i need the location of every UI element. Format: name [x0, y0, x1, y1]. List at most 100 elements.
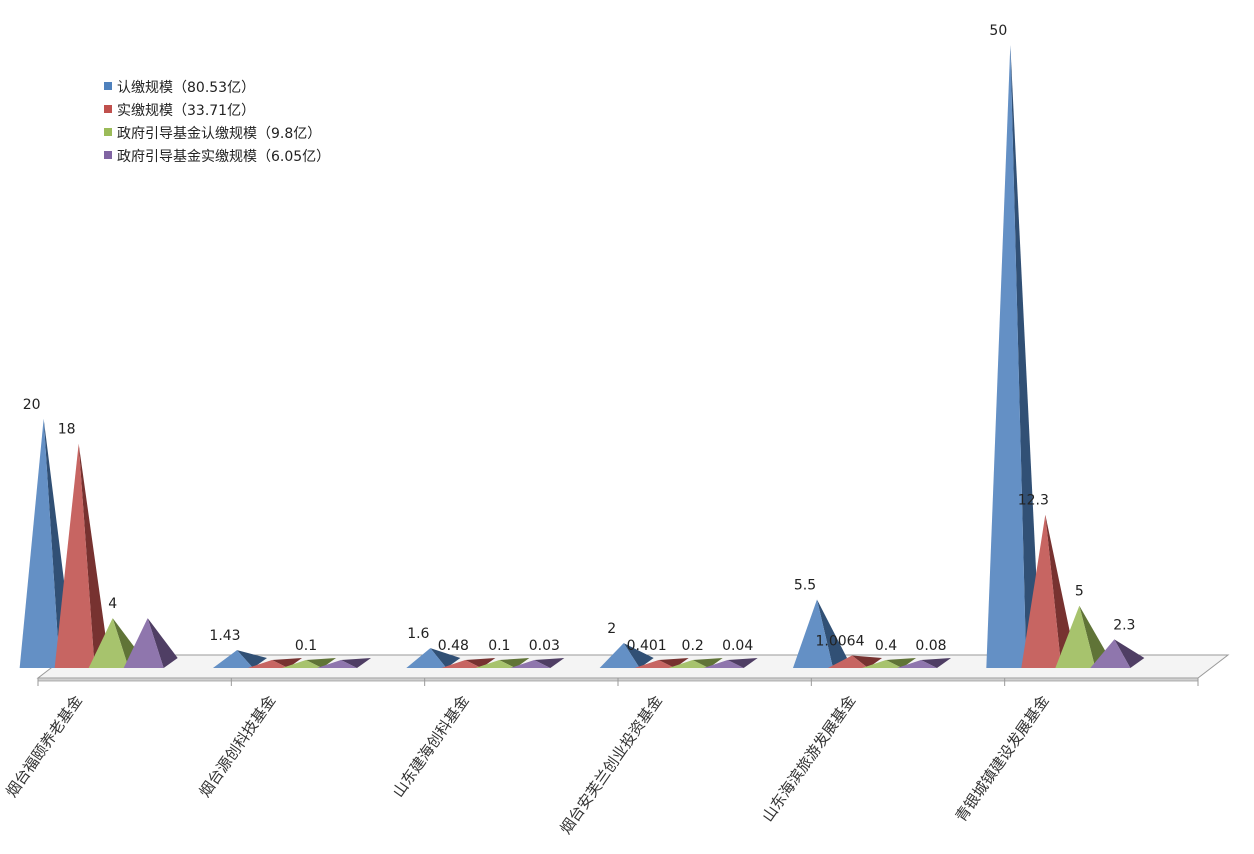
bar — [1021, 514, 1076, 668]
bar-front-face — [248, 660, 288, 668]
category-label: 山东海滨旅游发展基金 — [758, 692, 859, 825]
bar-side-face — [499, 658, 530, 668]
bar-side-face — [658, 658, 689, 668]
data-label: 0.1 — [295, 638, 317, 654]
bar-front-face — [897, 660, 937, 668]
bar-front-face — [19, 418, 60, 668]
bar-highlight — [793, 599, 833, 668]
bar — [317, 658, 371, 668]
bar-front-face — [441, 660, 482, 668]
data-label: 0.4 — [875, 638, 897, 654]
bar-highlight — [634, 660, 675, 668]
bar-highlight — [1055, 605, 1096, 668]
bar-side-face — [1079, 605, 1110, 668]
data-label: 5 — [1075, 584, 1084, 600]
data-label: 12.3 — [1018, 493, 1049, 509]
bar-front-face — [54, 443, 95, 668]
data-label: 18 — [58, 422, 76, 438]
bar — [793, 599, 847, 668]
data-label: 1.43 — [209, 628, 240, 644]
bar-front-face — [599, 643, 640, 668]
legend-entry: 认缴规模（80.53亿） — [117, 80, 255, 96]
bar-front-face — [510, 660, 551, 668]
bar-front-face — [406, 648, 447, 668]
legend-entry: 实缴规模（33.71亿） — [117, 103, 255, 119]
bar-side-face — [921, 658, 951, 668]
bar-highlight — [986, 45, 1027, 668]
bar-front-face — [703, 660, 744, 668]
bar — [406, 648, 461, 668]
bar — [213, 650, 267, 668]
bar-front-face — [793, 599, 833, 668]
data-labels: 20 18 4 1.43 0.1 1.6 0.48 0.1 0.03 2 0.401 0.2 0.04 5… — [23, 23, 1136, 654]
bar — [1090, 639, 1145, 668]
data-label: 2 — [607, 621, 616, 637]
bar-side-face — [1010, 45, 1041, 668]
bar-side-face — [692, 658, 723, 668]
data-label: 0.2 — [682, 638, 704, 654]
legend-swatch — [104, 128, 112, 136]
legend-swatch — [104, 105, 112, 113]
bar — [634, 658, 689, 668]
bar-front-face — [88, 618, 129, 668]
bar — [1055, 605, 1110, 668]
bar-side-face — [341, 658, 371, 668]
legend-entry: 政府引导基金认缴规模（9.8亿） — [117, 125, 321, 142]
bar — [248, 658, 302, 668]
legend-swatch — [104, 151, 112, 159]
bar — [510, 658, 565, 668]
bar-front-face — [1021, 514, 1062, 668]
bar-front-face — [475, 660, 516, 668]
bar — [54, 443, 109, 668]
category-label: 青银城镇建设发展基金 — [952, 692, 1053, 825]
bar — [475, 658, 530, 668]
bar — [668, 658, 723, 668]
bar-front-face — [862, 660, 902, 668]
bar-highlight — [441, 660, 482, 668]
bar-side-face — [1045, 514, 1076, 668]
data-label: 0.04 — [722, 638, 753, 654]
legend: 认缴规模（80.53亿） 实缴规模（33.71亿） 政府引导基金认缴规模（9.8亿）… — [104, 80, 330, 165]
legend-swatch — [104, 82, 112, 90]
bar-highlight — [317, 660, 357, 668]
data-label: 1.6 — [407, 626, 429, 642]
bar-highlight — [1090, 639, 1131, 668]
bar-side-face — [306, 658, 336, 668]
x-axis-ticks — [37, 678, 1199, 686]
legend-entry: 政府引导基金实缴规模（6.05亿） — [117, 148, 330, 165]
bar-side-face — [886, 658, 916, 668]
bar — [599, 643, 654, 668]
bar-highlight — [510, 660, 551, 668]
data-label: 20 — [23, 397, 41, 413]
bar-side-face — [817, 599, 847, 668]
bar-side-face — [1114, 639, 1145, 668]
bar-highlight — [88, 618, 129, 668]
category-label: 烟台源创科技基金 — [196, 692, 280, 801]
bar-highlight — [19, 418, 60, 668]
bar-highlight — [828, 655, 868, 668]
category-label: 烟台安芙兰创业投资基金 — [557, 692, 666, 837]
bar-front-face — [634, 660, 675, 668]
bar-highlight — [897, 660, 937, 668]
bar — [897, 658, 951, 668]
bar-highlight — [668, 660, 709, 668]
chart-marks — [19, 45, 1145, 668]
bar-front-face — [828, 655, 868, 668]
data-label: 0.48 — [438, 638, 469, 654]
category-labels: 烟台福颐养老基金 烟台源创科技基金 山东建海创科基金 烟台安芙兰创业投资基金 山东海滨旅… — [2, 692, 1052, 837]
bar-front-face — [668, 660, 709, 668]
data-label: 0.401 — [627, 638, 667, 654]
data-label: 1.0064 — [816, 633, 865, 649]
bar-side-face — [534, 658, 565, 668]
bar-highlight — [862, 660, 902, 668]
bar — [123, 618, 178, 668]
category-label: 烟台福颐养老基金 — [2, 692, 86, 801]
bar-highlight — [703, 660, 744, 668]
bar-front-face — [123, 618, 164, 668]
bar-front-face — [1090, 639, 1131, 668]
bar-front-face — [213, 650, 253, 668]
bar-front-face — [282, 660, 322, 668]
data-label: 4 — [108, 596, 117, 612]
bar — [282, 658, 336, 668]
